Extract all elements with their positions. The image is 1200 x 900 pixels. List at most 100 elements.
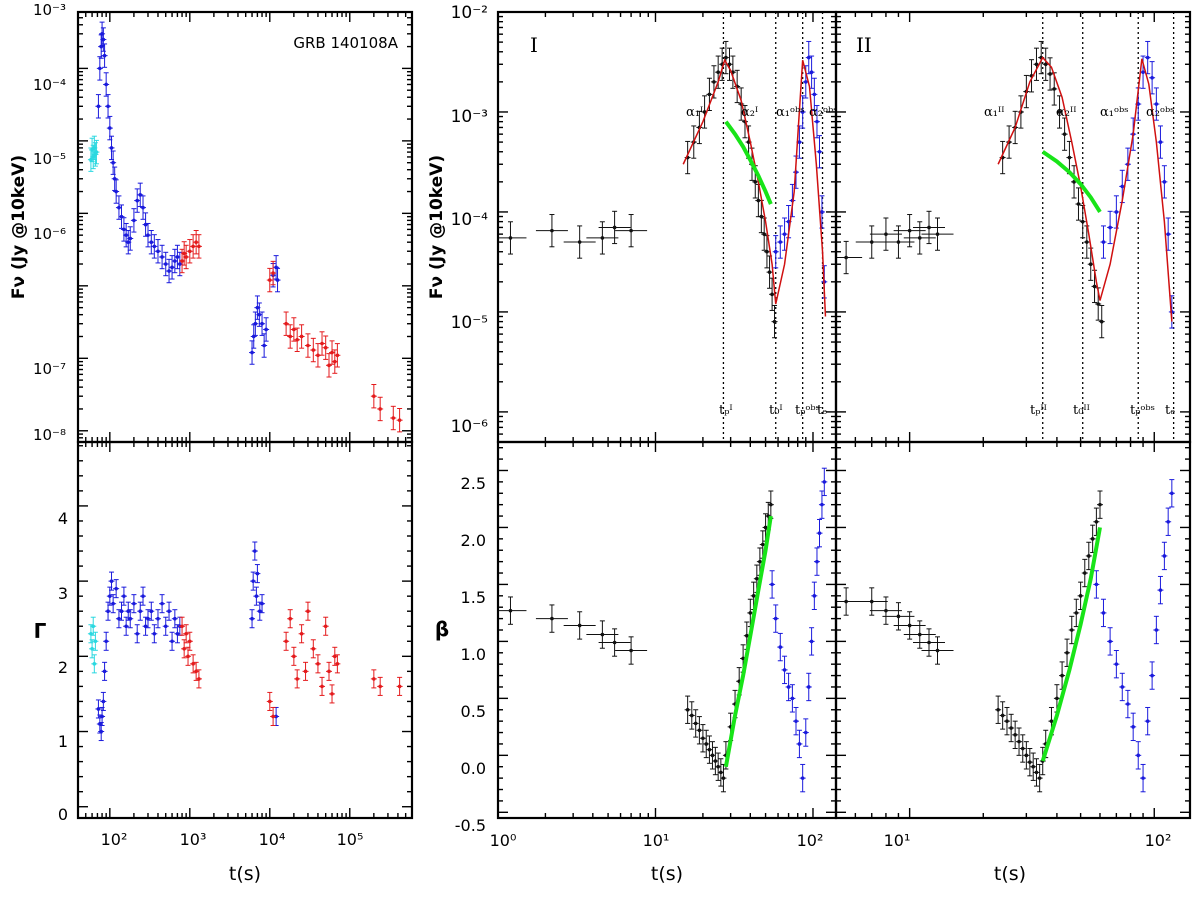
blue-point: [128, 616, 133, 621]
black-point: [1076, 202, 1081, 206]
blue-point: [257, 609, 262, 613]
black-point: [713, 759, 718, 763]
red-point: [184, 255, 188, 259]
blue-point: [773, 249, 778, 254]
black-point: [716, 764, 720, 769]
black-point: [751, 594, 756, 598]
black-point: [719, 770, 723, 775]
black-point: [1049, 719, 1054, 723]
left-flux-ylabel: Fν (Jy @10keV): [9, 155, 29, 299]
black-point: [1028, 760, 1032, 764]
blue-point: [250, 616, 254, 621]
black-point: [1024, 753, 1029, 758]
blue-point: [104, 639, 108, 644]
blue-point: [138, 609, 143, 613]
left-gamma-data: [87, 541, 403, 742]
label-t0-I: t₀ᴵ: [769, 403, 783, 418]
label-tp-I: tₚᴵ: [719, 403, 733, 418]
label-te-II: tₑ: [1165, 403, 1175, 418]
red-point: [288, 334, 293, 339]
blue-point: [255, 571, 260, 576]
label-te-I: tₑ: [817, 403, 827, 418]
black-point: [755, 576, 759, 581]
black-point: [917, 632, 922, 637]
red-point: [182, 251, 186, 256]
black-point: [884, 232, 888, 236]
black-point: [1092, 284, 1097, 289]
red-point: [295, 677, 299, 681]
red-point: [372, 677, 376, 681]
black-point: [756, 198, 761, 203]
mb-ytick-label: 0.5: [461, 702, 486, 721]
black-point: [1037, 776, 1042, 780]
red-point: [333, 654, 337, 659]
black-point: [1074, 611, 1079, 615]
black-point: [1099, 319, 1104, 324]
mb-ytick-label: 2.0: [461, 531, 486, 550]
blue-point: [1120, 685, 1125, 689]
blue-point: [132, 601, 136, 606]
black-point: [935, 232, 940, 236]
blue-point: [262, 343, 266, 348]
blue-point: [1114, 210, 1119, 214]
black-point: [712, 80, 716, 84]
left-gamma-ticks: [77, 442, 413, 818]
blue-point: [1166, 519, 1170, 524]
black-point: [869, 599, 874, 604]
blue-point: [264, 327, 268, 332]
black-point: [550, 228, 554, 233]
blue-point: [1101, 611, 1106, 615]
red-point: [316, 353, 320, 358]
blue-point: [1150, 673, 1154, 678]
black-point: [896, 240, 901, 244]
black-point: [710, 753, 715, 758]
red-point: [323, 624, 328, 629]
red-point: [335, 353, 340, 358]
lg-ytick-label: 2: [58, 658, 68, 677]
red-point: [267, 699, 272, 704]
lg-ytick-label: 0: [58, 805, 68, 824]
blue-point: [809, 639, 814, 644]
blue-point: [111, 160, 115, 165]
black-point: [927, 225, 931, 230]
black-point: [508, 608, 513, 613]
black-point: [770, 292, 774, 297]
black-point: [1057, 110, 1062, 114]
mid-flux-ylabel: Fν (Jy @10keV): [427, 155, 447, 299]
black-point: [917, 236, 922, 240]
black-point: [704, 742, 709, 746]
panel-right-beta: 10¹ 10² t(s): [834, 440, 1192, 885]
black-point: [685, 707, 690, 712]
lg-ytick-label: 3: [58, 584, 68, 603]
blue-point: [1162, 554, 1167, 558]
black-point: [1086, 554, 1091, 558]
blue-point: [146, 616, 150, 621]
lf-ytick-label: 10⁻⁸: [33, 426, 66, 444]
label-alpha1-I: α₁ᴵ: [686, 105, 703, 120]
blue-point: [106, 104, 110, 109]
mf-ytick-label: 10⁻⁶: [451, 417, 489, 437]
mid-beta-ticks: [497, 442, 836, 818]
lg-ytick-label: 1: [58, 732, 68, 751]
blue-point: [108, 594, 112, 598]
blue-point: [135, 631, 140, 636]
black-point: [1065, 650, 1069, 655]
blue-point: [1154, 628, 1159, 632]
black-point: [1043, 62, 1048, 67]
black-point: [844, 599, 848, 604]
black-point: [753, 180, 758, 184]
blue-point: [149, 609, 154, 613]
red-point: [182, 647, 186, 651]
mid-flux-frame: [496, 10, 838, 444]
mx-tick-label: 10²: [797, 831, 824, 850]
black-point: [577, 240, 582, 244]
black-point: [1048, 72, 1052, 76]
red-point: [311, 348, 316, 352]
blue-point: [797, 742, 802, 746]
black-point: [1009, 726, 1013, 730]
black-point: [758, 559, 762, 564]
black-point: [577, 623, 582, 628]
cyan-point: [93, 639, 98, 644]
blue-point: [1162, 180, 1167, 184]
